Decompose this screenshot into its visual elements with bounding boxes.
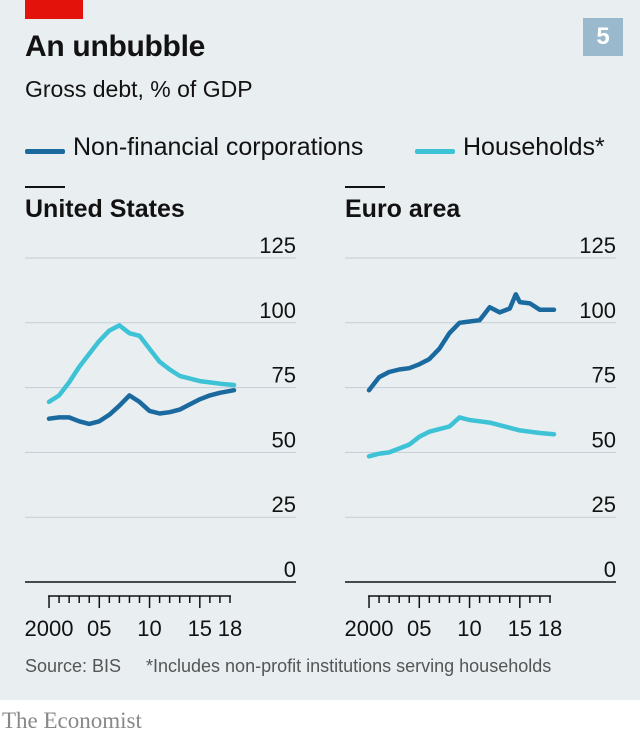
chart-subtitle: Gross debt, % of GDP: [25, 76, 253, 102]
y-tick-label-us-75: 75: [272, 363, 296, 388]
x-tick-label-us-2010: 10: [137, 616, 161, 641]
series-line-euro-corporations: [366, 292, 557, 393]
y-tick-label-euro-100: 100: [579, 298, 616, 323]
panel-title-us: United States: [25, 195, 185, 223]
x-tick-label-euro-2000: 2000: [345, 616, 394, 641]
y-tick-label-euro-125: 125: [579, 233, 616, 258]
footnote: *Includes non-profit institutions servin…: [146, 656, 552, 676]
x-tick-label-us-2000: 2000: [25, 616, 74, 641]
legend-label-corporations: Non-financial corporations: [73, 133, 364, 161]
legend-swatch-corporations: [25, 149, 65, 154]
panel-rule-us: [25, 186, 65, 188]
chart-number-badge: 5: [583, 18, 623, 56]
brand-tag: [25, 0, 83, 19]
y-tick-label-euro-50: 50: [592, 427, 616, 452]
x-tick-label-euro-2018: 18: [538, 616, 562, 641]
y-tick-label-us-25: 25: [272, 492, 296, 517]
panel-title-euro: Euro area: [345, 195, 461, 223]
legend-item-households: Households*: [415, 133, 635, 167]
x-tick-label-us-2015: 15: [188, 616, 212, 641]
legend-swatch-households: [415, 149, 455, 154]
y-tick-label-euro-75: 75: [592, 363, 616, 388]
legend-label-households: Households*: [463, 133, 605, 161]
x-tick-label-euro-2005: 05: [407, 616, 431, 641]
series-line-euro-households: [366, 415, 557, 459]
legend-item-corporations: Non-financial corporations: [25, 133, 395, 167]
y-tick-label-us-0: 0: [284, 557, 296, 582]
y-tick-label-euro-0: 0: [604, 557, 616, 582]
y-tick-label-us-125: 125: [259, 233, 296, 258]
x-tick-label-euro-2015: 15: [508, 616, 532, 641]
source-note: Source: BIS: [25, 656, 122, 676]
x-tick-label-us-2005: 05: [87, 616, 111, 641]
x-tick-label-euro-2010: 10: [457, 616, 481, 641]
chart-title: An unbubble: [25, 30, 205, 63]
series-line-us-corporations: [46, 387, 237, 427]
chart-panel: [0, 0, 640, 700]
series-line-us-households: [46, 323, 237, 405]
publisher-logo: The Economist: [2, 708, 142, 733]
y-tick-label-us-100: 100: [259, 298, 296, 323]
panel-rule-euro: [345, 186, 385, 188]
y-tick-label-us-50: 50: [272, 427, 296, 452]
x-tick-label-us-2018: 18: [218, 616, 242, 641]
y-tick-label-euro-25: 25: [592, 492, 616, 517]
